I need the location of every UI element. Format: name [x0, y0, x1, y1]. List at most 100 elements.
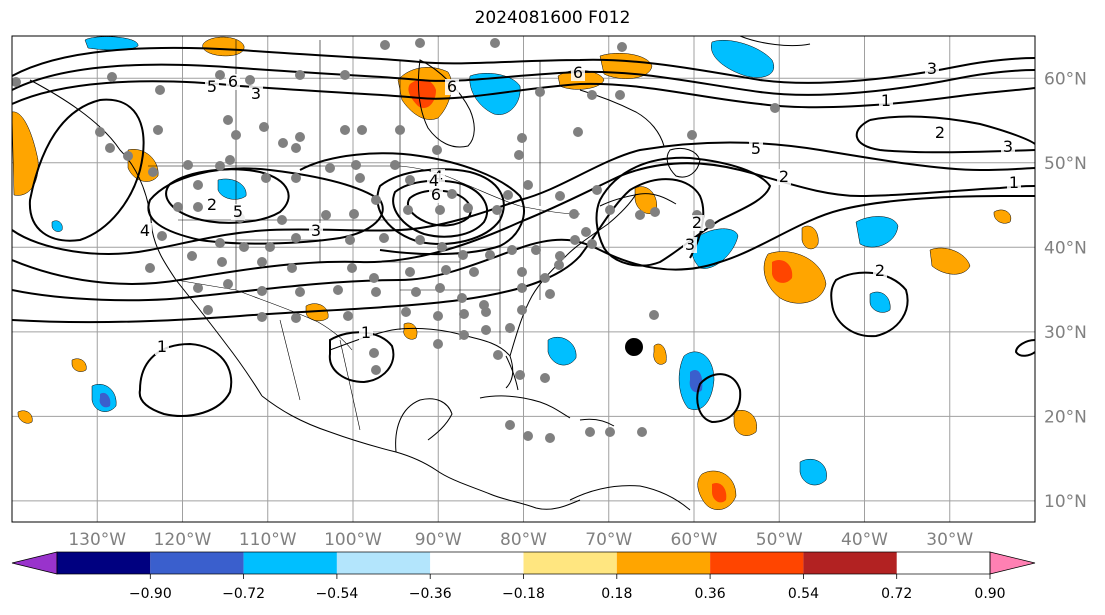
- station-dot: [390, 160, 400, 170]
- station-dot: [649, 310, 659, 320]
- station-dot: [605, 205, 615, 215]
- shade-orange: [801, 225, 819, 250]
- greenland: [739, 36, 811, 47]
- station-dot: [432, 145, 442, 155]
- svg-text:5: 5: [207, 77, 217, 96]
- svg-text:6: 6: [573, 63, 583, 82]
- station-dot: [380, 40, 390, 50]
- station-dot: [505, 323, 515, 333]
- shade-blue: [84, 36, 139, 51]
- map-border: [11, 35, 1036, 523]
- station-dot: [517, 267, 527, 277]
- mexico-states: [279, 319, 361, 431]
- svg-text:3: 3: [311, 221, 321, 240]
- contour-value-label: 2: [873, 261, 887, 280]
- station-dot: [592, 185, 602, 195]
- shade-blue: [855, 216, 899, 248]
- coastlines: [29, 36, 811, 511]
- station-dot: [458, 250, 468, 260]
- station-dot: [435, 283, 445, 293]
- station-dot: [215, 238, 225, 248]
- station-markers: [12, 38, 780, 443]
- svg-text:4: 4: [429, 171, 439, 190]
- station-dot: [540, 373, 550, 383]
- station-dot: [203, 305, 213, 315]
- lon-tick-label: 130°W: [68, 530, 126, 550]
- colorbar-segment: [150, 552, 244, 574]
- lon-tick-label: 30°W: [926, 530, 973, 550]
- colorbar-tick-label: −0.90: [129, 586, 172, 602]
- svg-text:1: 1: [361, 323, 371, 342]
- station-dot: [405, 175, 415, 185]
- station-dot: [107, 72, 117, 82]
- station-dot: [95, 127, 105, 137]
- station-dot: [635, 210, 645, 220]
- contour-value-label: 2: [933, 123, 947, 142]
- contour-value-label: 4: [138, 221, 152, 240]
- station-dot: [517, 283, 527, 293]
- state-lines: [178, 166, 541, 344]
- station-dot: [193, 202, 203, 212]
- station-dot: [155, 85, 165, 95]
- station-dot: [517, 305, 527, 315]
- svg-text:6: 6: [431, 185, 441, 204]
- svg-text:1: 1: [1009, 173, 1019, 192]
- florida: [505, 355, 519, 391]
- station-dot: [437, 242, 447, 252]
- station-dot: [570, 235, 580, 245]
- station-dot: [215, 70, 225, 80]
- station-dot: [291, 313, 301, 323]
- svg-text:6: 6: [228, 72, 238, 91]
- station-dot: [347, 263, 357, 273]
- station-dot: [371, 195, 381, 205]
- nova-scotia: [599, 193, 677, 207]
- contour-line: [12, 63, 1035, 96]
- contour-line: [696, 373, 742, 424]
- station-dot: [463, 203, 473, 213]
- station-dot: [405, 267, 415, 277]
- svg-text:2: 2: [935, 123, 945, 142]
- station-dot: [554, 260, 564, 270]
- colorbar-tick-label: −0.54: [315, 586, 358, 602]
- lon-tick-label: 50°W: [756, 530, 803, 550]
- lon-tick-label: 90°W: [415, 530, 462, 550]
- station-dot: [403, 205, 413, 215]
- station-dot: [369, 348, 379, 358]
- contour-value-label: 1: [155, 337, 169, 356]
- shade-orange: [305, 303, 329, 322]
- station-dot: [333, 285, 343, 295]
- colorbar-segment: [336, 552, 431, 574]
- station-dot: [569, 209, 579, 219]
- station-dot: [395, 125, 405, 135]
- station-dot: [485, 250, 495, 260]
- colorbar-tick-label: 0.54: [788, 586, 819, 602]
- station-dot: [355, 173, 365, 183]
- map-title: 2024081600 F012: [474, 8, 631, 28]
- lon-tick-label: 70°W: [585, 530, 632, 550]
- shade-orange: [929, 247, 971, 275]
- lon-tick-label: 100°W: [324, 530, 382, 550]
- station-dot: [617, 42, 627, 52]
- station-dot: [540, 273, 550, 283]
- station-dot: [105, 143, 115, 153]
- shade-blue: [217, 178, 247, 200]
- station-dot: [217, 257, 227, 267]
- contour-value-label: 6: [226, 72, 240, 91]
- station-dot: [637, 427, 647, 437]
- station-dot: [157, 231, 167, 241]
- colorbar-tick-label: 0.90: [974, 586, 1005, 602]
- contour-value-label: 3: [925, 59, 939, 78]
- station-dot: [555, 251, 565, 261]
- shade-orange: [653, 343, 667, 365]
- lon-tick-label: 80°W: [500, 530, 547, 550]
- contour-line: [12, 141, 1035, 255]
- station-dot: [433, 311, 443, 321]
- station-dot: [415, 235, 425, 245]
- colorbar-extend-low: [11, 551, 58, 575]
- station-dot: [223, 279, 233, 289]
- station-dot: [433, 339, 443, 349]
- lat-tick-label: 30°N: [1044, 323, 1087, 343]
- station-dot: [441, 265, 451, 275]
- svg-text:3: 3: [685, 235, 695, 254]
- newfoundland: [666, 147, 701, 178]
